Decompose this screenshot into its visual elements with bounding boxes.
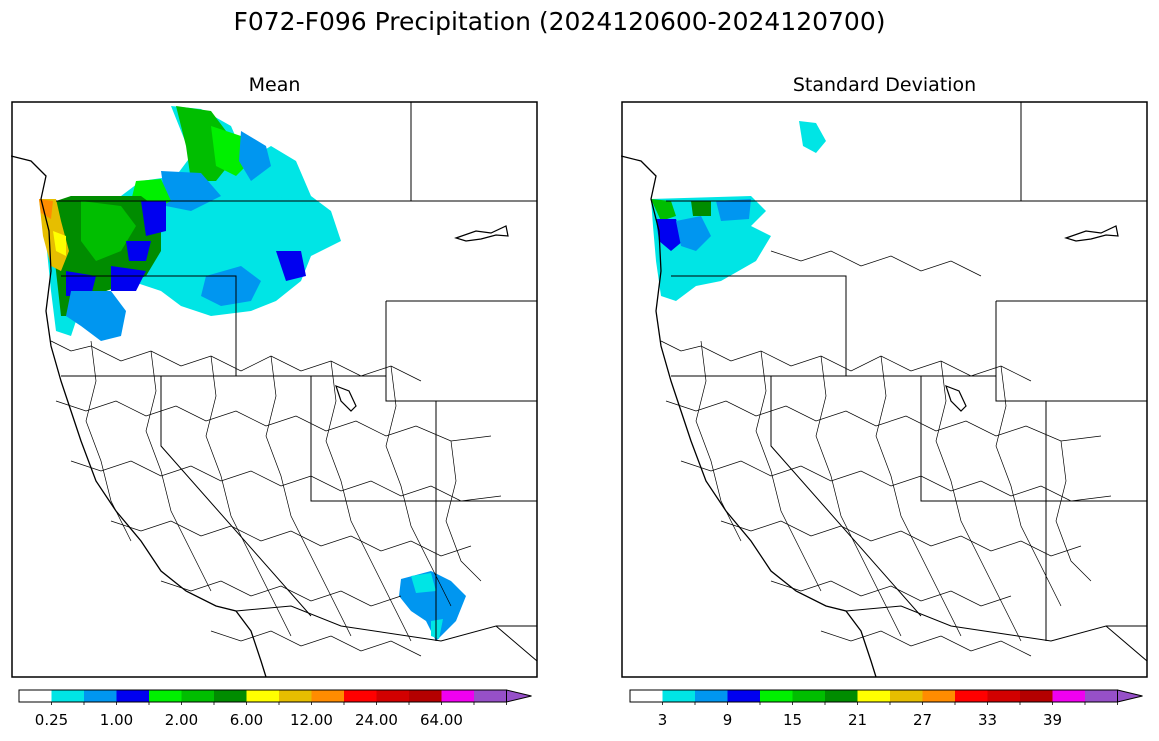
mean-colorbar-swatch: [149, 690, 182, 702]
std-colorbar-extend-arrow: [1117, 689, 1143, 703]
mean-lake: [454, 225, 509, 242]
std-panel-title: Standard Deviation: [792, 74, 977, 96]
std-coastline: [621, 155, 877, 678]
std-salt-lake: [945, 384, 967, 412]
mean-colorbar-extend-arrow: [506, 689, 532, 703]
mean-colorbar-swatch: [19, 690, 52, 702]
std-map: [621, 101, 1148, 678]
std-colorbar-swatch: [662, 690, 695, 702]
mean-basin-lines: [50, 340, 502, 657]
std-colorbar: [629, 689, 1143, 705]
std-colorbar-tick-label: 15: [782, 711, 803, 729]
std-colorbar-tick-label: 21: [847, 711, 868, 729]
std-colorbar-swatch: [630, 690, 663, 702]
mean-colorbar-tick-label: 64.00: [420, 711, 463, 729]
mean-colorbar-swatch: [51, 690, 84, 702]
mean-coastline: [11, 155, 267, 678]
std-colorbar-swatch: [987, 690, 1020, 702]
std-colorbar-swatch: [760, 690, 793, 702]
mean-colorbar-swatch: [246, 690, 279, 702]
mean-panel-title: Mean: [248, 74, 301, 96]
mean-colorbar-swatch: [181, 690, 214, 702]
std-precip-fill: [651, 121, 826, 301]
std-lake: [1064, 225, 1119, 242]
mean-colorbar-swatch: [116, 690, 149, 702]
std-colorbar-swatch: [1085, 690, 1118, 702]
std-state-lines: [666, 102, 1148, 662]
std-colorbar-tick-label: 9: [722, 711, 733, 729]
std-colorbar-tick-label: 39: [1042, 711, 1063, 729]
std-colorbar-tick-label: 27: [912, 711, 933, 729]
mean-colorbar-swatch: [344, 690, 377, 702]
mean-colorbar-swatch: [214, 690, 247, 702]
std-colorbar-swatch: [1052, 690, 1085, 702]
std-colorbar-swatch: [955, 690, 988, 702]
mean-salt-lake: [335, 384, 357, 412]
mean-colorbar-tick-label: 2.00: [164, 711, 199, 729]
std-colorbar-swatch: [890, 690, 923, 702]
std-colorbar-swatch: [825, 690, 858, 702]
mean-colorbar-tick-label: 1.00: [99, 711, 134, 729]
figure-title: F072-F096 Precipitation (2024120600-2024…: [233, 7, 886, 36]
std-colorbar-tick-label: 33: [977, 711, 998, 729]
mean-colorbar-tick-label: 0.25: [34, 711, 69, 729]
mean-colorbar: [18, 689, 532, 705]
mean-colorbar-swatch: [84, 690, 117, 702]
std-colorbar-swatch: [695, 690, 728, 702]
std-colorbar-swatch: [792, 690, 825, 702]
mean-colorbar-swatch: [441, 690, 474, 702]
mean-colorbar-swatch: [311, 690, 344, 702]
mean-colorbar-tick-label: 24.00: [355, 711, 398, 729]
mean-colorbar-swatch: [279, 690, 312, 702]
mean-precip-fill: [39, 106, 466, 641]
std-colorbar-swatch: [857, 690, 890, 702]
mean-colorbar-tick-label: 12.00: [290, 711, 333, 729]
mean-map: [11, 101, 538, 678]
mean-colorbar-swatch: [409, 690, 442, 702]
mean-colorbar-swatch: [376, 690, 409, 702]
mean-colorbar-tick-label: 6.00: [229, 711, 264, 729]
mean-state-lines: [56, 102, 538, 662]
std-colorbar-swatch: [1020, 690, 1053, 702]
mean-colorbar-swatch: [474, 690, 507, 702]
std-colorbar-tick-label: 3: [657, 711, 668, 729]
std-colorbar-swatch: [727, 690, 760, 702]
std-colorbar-swatch: [922, 690, 955, 702]
